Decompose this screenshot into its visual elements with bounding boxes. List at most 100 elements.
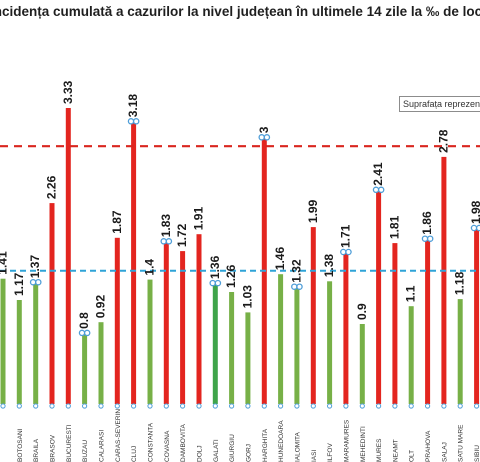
selection-handle[interactable]	[78, 329, 86, 337]
bar-iasi	[310, 227, 316, 404]
selection-handle[interactable]	[245, 403, 251, 409]
bar-dambovita	[180, 251, 186, 404]
category-label: CALARASI	[99, 430, 106, 462]
selection-handle[interactable]	[131, 403, 137, 409]
selection-handle[interactable]	[35, 278, 42, 286]
category-label: SATU MARE	[458, 424, 465, 462]
value-label: 1.83	[159, 214, 173, 238]
value-label: 2.78	[436, 129, 450, 153]
selection-handle[interactable]	[196, 403, 202, 409]
selection-handle[interactable]	[408, 403, 414, 409]
selection-handle[interactable]	[180, 403, 186, 409]
selection-handle[interactable]	[426, 235, 434, 242]
selection-handle[interactable]	[29, 278, 37, 286]
value-label: 1.1	[404, 285, 418, 302]
bar-salaj	[441, 156, 447, 404]
bar-sibiu	[474, 228, 480, 404]
tooltip: Suprafața reprezentată	[399, 96, 480, 112]
selection-handle[interactable]	[212, 403, 218, 409]
category-label: BUCURESTI	[66, 424, 73, 462]
bar-covasna	[163, 241, 169, 404]
selection-handle[interactable]	[132, 118, 140, 125]
selection-handle[interactable]	[82, 403, 88, 409]
category-label: MEHEDINTI	[360, 426, 367, 462]
selection-handle[interactable]	[83, 329, 91, 337]
category-label: IASI	[311, 450, 318, 462]
value-label: 3.33	[61, 80, 75, 104]
selection-handle[interactable]	[160, 238, 167, 245]
category-label: OLT	[409, 450, 416, 462]
value-label: 1.71	[338, 224, 352, 248]
bar-calarasi	[98, 322, 104, 404]
selection-handle[interactable]	[165, 238, 173, 245]
value-label: 1.81	[387, 215, 401, 239]
category-label: DOLJ	[197, 445, 204, 462]
value-label: 1.26	[224, 264, 238, 288]
value-label: 1.99	[306, 199, 320, 223]
selection-handle[interactable]	[278, 403, 284, 409]
value-label: 1.72	[175, 223, 189, 247]
category-label: ILFOV	[327, 443, 334, 462]
selection-handle[interactable]	[33, 403, 39, 409]
selection-handle[interactable]	[114, 403, 120, 409]
selection-handle[interactable]	[457, 403, 463, 409]
selection-handle[interactable]	[421, 235, 429, 242]
bar-botosani	[16, 300, 22, 404]
category-label: CLUJ	[131, 446, 138, 462]
selection-handle[interactable]	[214, 279, 222, 287]
value-label: 1.98	[469, 200, 480, 224]
category-label: HARGHITA	[262, 428, 269, 462]
category-label: NEAMT	[392, 439, 399, 462]
category-label: MURES	[376, 438, 383, 462]
value-label: 1.32	[289, 259, 303, 283]
selection-handle[interactable]	[49, 403, 55, 409]
selection-handle[interactable]	[340, 248, 347, 256]
selection-handle[interactable]	[392, 403, 398, 409]
selection-handle[interactable]	[294, 403, 300, 409]
selection-handle[interactable]	[343, 403, 349, 409]
selection-handle[interactable]	[261, 403, 267, 409]
selection-handle[interactable]	[310, 403, 316, 409]
bar-constanta	[147, 279, 153, 404]
selection-handle[interactable]	[345, 248, 352, 256]
value-label: 1.17	[12, 272, 26, 296]
category-label: IALOMITA	[294, 431, 301, 462]
selection-handle[interactable]	[16, 403, 22, 409]
selection-handle[interactable]	[147, 403, 153, 409]
category-label: MARAMURES	[343, 419, 350, 462]
selection-handle[interactable]	[291, 283, 298, 290]
selection-handle[interactable]	[470, 224, 478, 232]
selection-handle[interactable]	[258, 134, 265, 141]
selection-handle[interactable]	[263, 134, 271, 141]
selection-handle[interactable]	[377, 186, 385, 194]
selection-handle[interactable]	[0, 403, 6, 409]
selection-handle[interactable]	[65, 403, 71, 409]
selection-handle[interactable]	[376, 403, 382, 409]
selection-handle[interactable]	[425, 403, 431, 409]
bar-caras-severin	[114, 237, 120, 404]
selection-handle[interactable]	[229, 403, 235, 409]
selection-handle[interactable]	[209, 279, 216, 287]
selection-handle[interactable]	[372, 186, 380, 194]
selection-handle[interactable]	[296, 283, 303, 290]
value-label: 1.86	[420, 211, 434, 235]
selection-handle[interactable]	[127, 118, 135, 125]
selection-handle[interactable]	[475, 224, 480, 232]
category-label: BRAILA	[33, 438, 40, 462]
selection-handle[interactable]	[441, 403, 447, 409]
bar-satu-mare	[457, 299, 463, 404]
selection-handle[interactable]	[163, 403, 169, 409]
bar-gorj	[245, 312, 251, 404]
value-label: 2.41	[371, 162, 385, 186]
bar-ialomita	[294, 286, 300, 404]
selection-handle[interactable]	[98, 403, 104, 409]
selection-handle[interactable]	[359, 403, 365, 409]
bar-galati	[212, 283, 218, 404]
category-label: SALAJ	[441, 442, 448, 462]
category-label: SIBIU	[474, 445, 480, 462]
selection-handle[interactable]	[474, 403, 480, 409]
selection-handle[interactable]	[327, 403, 333, 409]
value-label: 1.18	[453, 271, 467, 295]
